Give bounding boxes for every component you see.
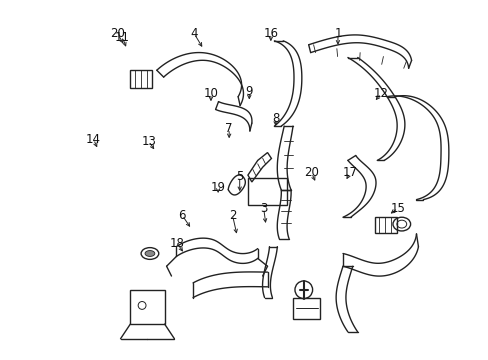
Text: 5: 5: [236, 170, 243, 183]
Bar: [375, 217, 396, 233]
Text: 18: 18: [170, 237, 184, 250]
Text: 6: 6: [178, 209, 185, 222]
Text: 7: 7: [225, 122, 232, 135]
Bar: [292, 298, 320, 319]
Text: 2: 2: [228, 209, 236, 222]
Ellipse shape: [145, 251, 155, 256]
Text: 14: 14: [86, 133, 101, 146]
Bar: [130, 290, 164, 324]
Text: 20: 20: [110, 27, 125, 40]
Text: 15: 15: [389, 202, 405, 215]
Text: 13: 13: [141, 135, 156, 148]
Text: 12: 12: [373, 87, 388, 100]
Text: 20: 20: [304, 166, 318, 179]
Text: 8: 8: [271, 112, 279, 125]
Bar: [130, 70, 152, 88]
Bar: [247, 178, 286, 206]
Text: 10: 10: [203, 87, 218, 100]
Text: 1: 1: [333, 27, 341, 40]
Text: 16: 16: [263, 27, 278, 40]
Text: 11: 11: [115, 31, 129, 44]
Text: 3: 3: [260, 202, 267, 215]
Text: 17: 17: [342, 166, 357, 179]
Text: 19: 19: [210, 181, 225, 194]
Text: 4: 4: [190, 27, 198, 40]
Text: 9: 9: [245, 85, 252, 98]
